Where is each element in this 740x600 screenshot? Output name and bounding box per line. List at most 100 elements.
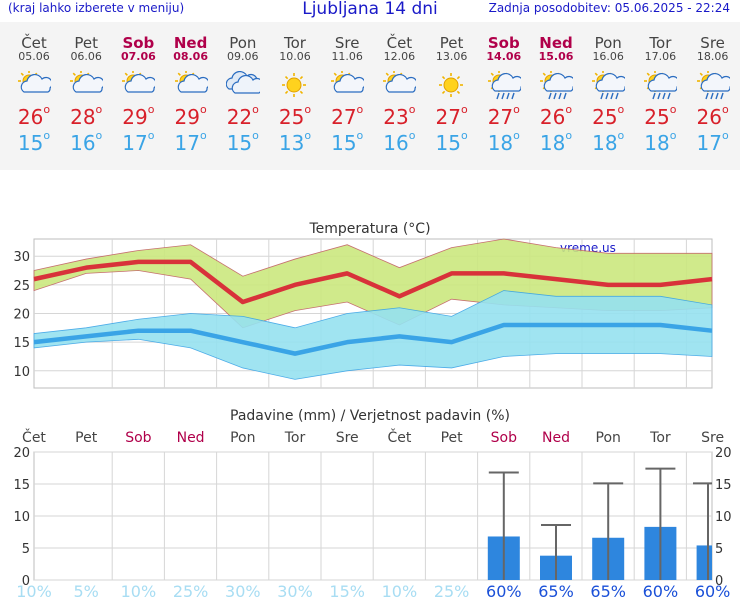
sun-rain-icon — [592, 71, 626, 100]
page-header: (kraj lahko izberete v meniju) Ljubljana… — [0, 0, 740, 22]
temp-max: 28o — [70, 103, 103, 129]
day-name: Pet — [74, 34, 98, 52]
day-date: 13.06 — [435, 50, 468, 63]
partly-cloudy-icon — [70, 71, 104, 93]
temp-min-range — [33, 290, 713, 380]
sunny-icon — [438, 73, 463, 97]
day-date: 06.06 — [70, 50, 102, 63]
day-name: Pet — [439, 34, 464, 52]
temp-min: 17o — [122, 129, 155, 155]
temp-ytick: 30 — [13, 250, 30, 265]
day-date: 12.06 — [383, 50, 416, 63]
precip-day-label: Pon — [230, 430, 255, 446]
day-column: Sob 07.06 29o 17o — [112, 22, 164, 155]
temp-min: 15o — [331, 129, 364, 155]
day-column: Tor 10.06 25o 13o — [269, 22, 321, 155]
menu-hint[interactable]: (kraj lahko izberete v meniju) — [8, 1, 185, 15]
precip-ytick-left: 20 — [13, 446, 30, 461]
day-date: 05.06 — [18, 50, 50, 63]
precip-ytick-left: 15 — [13, 478, 30, 493]
precip-day-label: Sob — [125, 430, 151, 446]
precip-title: Padavine (mm) / Verjetnost padavin (%) — [230, 408, 510, 424]
temp-ytick: 15 — [13, 336, 30, 351]
temp-min: 16o — [70, 129, 103, 155]
temp-min: 18o — [487, 129, 520, 155]
day-column: Sre 11.06 27o 15o — [321, 22, 373, 155]
precip-probability: 60% — [695, 582, 731, 600]
temp-max: 26o — [539, 103, 573, 129]
precip-day-label: Čet — [22, 428, 46, 446]
last-updated: Zadnja posodobitev: 05.06.2025 - 22:24 — [488, 1, 730, 15]
temp-max: 27o — [331, 103, 364, 129]
temp-max: 29o — [122, 103, 155, 129]
day-name: Sre — [334, 34, 360, 52]
cloudy-icon — [225, 71, 260, 94]
sun-rain-icon — [540, 71, 573, 100]
precip-probability: 60% — [643, 582, 679, 600]
sun-rain-icon — [487, 71, 521, 100]
day-date: 08.06 — [173, 50, 208, 63]
temp-min: 17o — [696, 129, 729, 155]
day-name: Sre — [700, 34, 725, 52]
day-column: Sob 14.06 27o 18o — [478, 22, 530, 155]
precip-ytick-right: 0 — [715, 574, 723, 589]
day-date: 11.06 — [331, 50, 363, 63]
temp-max: 25o — [644, 103, 677, 129]
temp-max: 26o — [17, 103, 51, 129]
precip-probability: 65% — [590, 582, 626, 600]
temp-min: 15o — [17, 129, 51, 155]
day-date: 10.06 — [279, 50, 311, 63]
temp-min: 15o — [435, 129, 468, 155]
temp-min: 17o — [174, 129, 207, 155]
precip-probability: 65% — [538, 582, 574, 600]
precip-day-label: Pon — [596, 430, 621, 446]
temp-max-line — [33, 259, 713, 305]
day-name: Ned — [539, 34, 573, 52]
day-name: Tor — [649, 34, 672, 52]
precip-day-label: Ned — [542, 430, 570, 446]
temp-ytick: 20 — [13, 308, 30, 323]
precip-day-label: Tor — [284, 430, 306, 446]
temp-min: 13o — [278, 129, 312, 155]
precip-probability: 10% — [382, 582, 418, 600]
precip-ytick-right: 20 — [715, 446, 732, 461]
precip-probability: 15% — [329, 582, 365, 600]
temp-min: 18o — [592, 129, 625, 155]
precip-probability: 10% — [121, 582, 157, 600]
temp-max: 23o — [383, 103, 416, 129]
partly-cloudy-icon — [122, 71, 156, 93]
precip-ytick-left: 5 — [22, 542, 30, 557]
precip-ytick-left: 10 — [13, 510, 30, 525]
precip-probability: 5% — [74, 582, 99, 600]
temp-min: 15o — [226, 129, 259, 155]
day-date: 14.06 — [486, 50, 522, 63]
day-name: Sob — [487, 34, 520, 52]
day-column: Čet 12.06 23o 16o — [373, 22, 425, 155]
day-column: Sre 18.06 26o 17o — [687, 22, 739, 155]
temp-min-line — [33, 322, 713, 356]
day-name: Sob — [122, 34, 155, 52]
precip-day-label: Tor — [649, 430, 671, 446]
day-column: Ned 08.06 29o 17o — [165, 22, 217, 155]
precip-bar — [696, 545, 712, 580]
day-name: Pon — [229, 34, 257, 52]
precip-probability: 30% — [225, 582, 261, 600]
day-name: Ned — [173, 34, 208, 52]
day-column: Ned 15.06 26o 18o — [530, 22, 582, 155]
temp-max: 22o — [226, 103, 259, 129]
day-date: 16.06 — [592, 50, 624, 63]
sun-rain-icon — [644, 71, 678, 100]
temp-max: 29o — [174, 103, 207, 129]
day-date: 07.06 — [120, 50, 156, 63]
day-column: Čet 05.06 26o 15o — [8, 22, 60, 155]
day-date: 15.06 — [538, 50, 574, 63]
precip-probability: 25% — [434, 582, 470, 600]
precip-ytick-right: 10 — [715, 510, 732, 525]
precip-ytick-left: 0 — [22, 574, 30, 589]
temp-max: 27o — [435, 103, 468, 129]
partly-cloudy-icon — [18, 71, 51, 93]
day-column: Tor 17.06 25o 18o — [634, 22, 686, 155]
temp-ytick: 25 — [13, 279, 30, 294]
partly-cloudy-icon — [383, 71, 417, 93]
